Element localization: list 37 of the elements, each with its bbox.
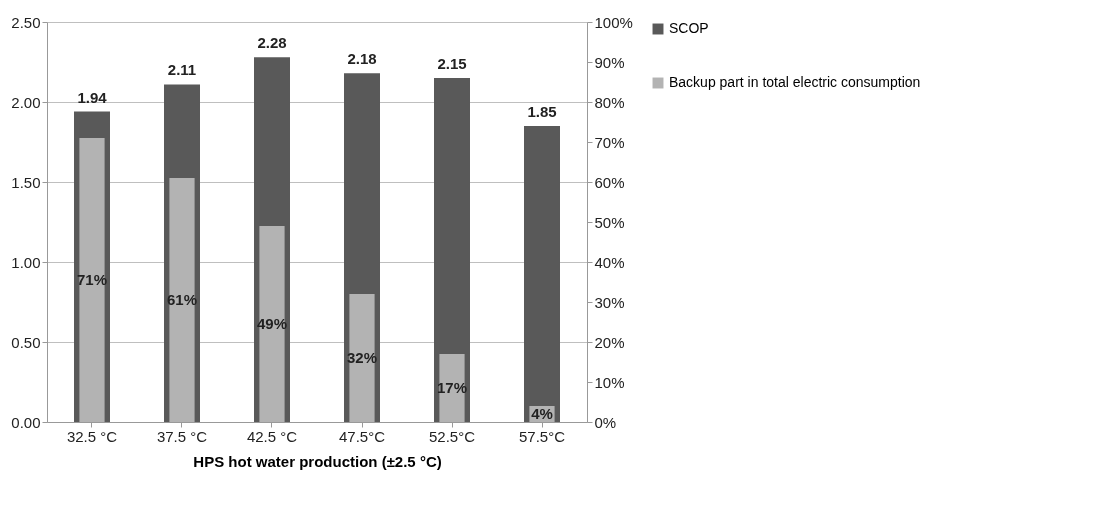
y-tick-label: 0.50 xyxy=(11,333,41,351)
y-tick-label: 0.00 xyxy=(11,413,41,431)
x-tick-label: 52.5°C xyxy=(428,427,476,445)
y2-tick-label: 0% xyxy=(594,413,617,431)
y2-tick-label: 20% xyxy=(594,333,625,351)
data-label: 2.15 xyxy=(437,55,467,72)
y2-tick-label: 60% xyxy=(594,173,625,191)
data-label: 2.11 xyxy=(167,61,197,79)
legend-label: SCOP xyxy=(669,20,709,36)
data-label: 2.18 xyxy=(347,50,377,68)
bar xyxy=(524,126,560,422)
y-tick-label: 2.50 xyxy=(11,13,41,31)
y2-tick-label: 30% xyxy=(594,293,625,311)
y-tick-label: 2.00 xyxy=(11,93,41,111)
y2-tick-label: 10% xyxy=(594,373,625,391)
y2-tick-label: 100% xyxy=(594,13,633,31)
y-tick-label: 1.50 xyxy=(11,173,41,191)
bar xyxy=(259,226,285,422)
x-tick-label: 37.5 °C xyxy=(156,427,208,445)
y-tick-label: 1.00 xyxy=(11,253,41,271)
data-label: 1.85 xyxy=(527,103,557,120)
x-tick-label: 32.5 °C xyxy=(66,427,118,445)
x-tick-label: 47.5°C xyxy=(338,427,386,445)
y2-tick-label: 70% xyxy=(594,133,625,151)
bar xyxy=(349,294,375,422)
y2-tick-label: 50% xyxy=(594,213,625,231)
data-label: 1.94 xyxy=(77,88,108,106)
legend-label: Backup part in total electric consumption xyxy=(669,74,921,90)
y2-tick-label: 90% xyxy=(594,53,625,71)
x-axis-title: HPS hot water production (±2.5 °C) xyxy=(193,452,442,470)
y2-tick-label: 40% xyxy=(594,253,625,271)
x-tick-label: 42.5 °C xyxy=(246,427,298,445)
data-label: 4% xyxy=(531,405,553,422)
data-label: 2.28 xyxy=(257,34,287,52)
bar xyxy=(169,178,195,422)
x-tick-label: 57.5°C xyxy=(518,427,566,445)
y2-tick-label: 80% xyxy=(594,93,625,111)
